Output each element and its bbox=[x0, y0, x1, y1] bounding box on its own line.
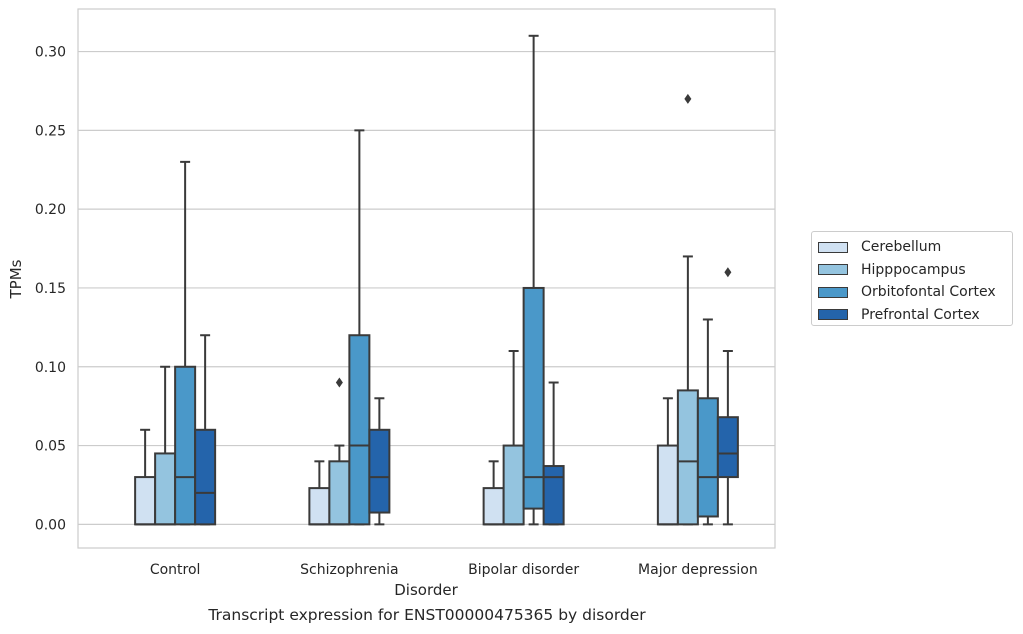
box-prefrontal-cortex bbox=[368, 397, 391, 526]
legend-item: Prefrontal Cortex bbox=[818, 304, 1012, 327]
y-tick-label: 0.30 bbox=[35, 45, 66, 61]
box-orbitofontal-cortex bbox=[348, 129, 371, 526]
y-tick-label: 0.15 bbox=[35, 281, 66, 297]
legend-label: Hipppocampus bbox=[861, 261, 966, 278]
y-tick-label: 0.10 bbox=[35, 360, 66, 376]
legend-label: Cerebellum bbox=[861, 239, 942, 256]
legend: Cerebellum Hipppocampus Orbitofontal Corte… bbox=[811, 231, 1013, 326]
box-prefrontal-cortex bbox=[716, 267, 739, 526]
y-tick-labels: 0.00 0.05 0.10 0.15 0.20 0.25 0.30 bbox=[35, 45, 66, 534]
box-prefrontal-cortex bbox=[194, 334, 217, 526]
box bbox=[194, 428, 217, 526]
legend-swatch bbox=[818, 241, 848, 253]
legend-item: Hipppocampus bbox=[818, 259, 1012, 282]
y-tick-label: 0.00 bbox=[35, 517, 66, 533]
box bbox=[134, 476, 157, 526]
x-tick-label: Schizophrenia bbox=[300, 562, 398, 578]
legend-label: Prefrontal Cortex bbox=[861, 306, 980, 323]
outlier-point bbox=[684, 93, 692, 104]
outlier-point bbox=[724, 267, 732, 278]
outlier-point bbox=[335, 377, 343, 388]
box-orbitofontal-cortex bbox=[522, 34, 545, 526]
box bbox=[348, 334, 371, 526]
box bbox=[522, 286, 545, 510]
box-groups bbox=[134, 34, 739, 526]
box-cerebellum bbox=[308, 460, 331, 526]
y-axis-label: TPMs bbox=[7, 259, 25, 299]
legend-item: Cerebellum bbox=[818, 236, 1012, 259]
legend-swatch bbox=[818, 264, 848, 276]
x-tick-labels: Control Schizophrenia Bipolar disorder Majo… bbox=[150, 562, 758, 578]
box bbox=[368, 428, 391, 514]
box bbox=[716, 416, 739, 479]
legend-swatch bbox=[818, 286, 848, 298]
legend-item: Orbitofontal Cortex bbox=[818, 281, 1012, 304]
x-tick-label: Bipolar disorder bbox=[468, 562, 579, 578]
box-orbitofontal-cortex bbox=[174, 160, 197, 526]
x-tick-label: Control bbox=[150, 562, 201, 578]
legend-label: Orbitofontal Cortex bbox=[861, 284, 996, 301]
y-tick-label: 0.25 bbox=[35, 123, 66, 139]
box bbox=[676, 389, 699, 526]
box bbox=[328, 460, 351, 526]
x-axis-label: Disorder bbox=[394, 581, 458, 599]
box bbox=[656, 444, 679, 526]
box bbox=[542, 465, 565, 526]
x-tick-label: Major depression bbox=[638, 562, 758, 578]
box bbox=[308, 487, 331, 526]
box bbox=[154, 452, 177, 526]
figure-caption: Transcript expression for ENST0000047536… bbox=[208, 606, 646, 624]
box-prefrontal-cortex bbox=[542, 381, 565, 526]
box bbox=[696, 397, 719, 518]
box-hipppocampus bbox=[154, 365, 177, 526]
y-tick-label: 0.20 bbox=[35, 202, 66, 218]
y-tick-label: 0.05 bbox=[35, 439, 66, 455]
box bbox=[174, 365, 197, 526]
box bbox=[482, 487, 505, 526]
box bbox=[502, 444, 525, 526]
legend-swatch bbox=[818, 309, 848, 321]
